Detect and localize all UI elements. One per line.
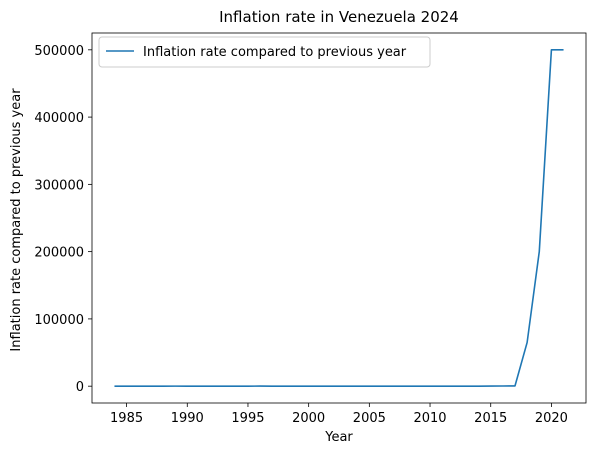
x-tick-label: 2020 (535, 411, 568, 426)
series-line (114, 49, 564, 387)
x-tick-label: 1990 (171, 411, 204, 426)
x-tick-label: 2015 (474, 411, 507, 426)
plot-area: 1985 1990 1995 2000 2005 2010 2015 2020 0 100000 2… (34, 32, 587, 426)
x-tick-label: 2010 (413, 411, 446, 426)
y-axis-label: Inflation rate compared to previous year (9, 88, 24, 352)
axes-frame (91, 32, 587, 404)
legend-label: Inflation rate compared to previous year (143, 45, 407, 60)
x-tick-label: 1995 (231, 411, 264, 426)
y-tick-label: 100000 (34, 313, 84, 328)
x-axis-label: Year (324, 430, 353, 445)
y-tick-label: 0 (76, 380, 84, 395)
chart-title: Inflation rate in Venezuela 2024 (219, 8, 459, 26)
y-tick-label: 400000 (34, 111, 84, 126)
x-tick-label: 2000 (292, 411, 325, 426)
y-tick-label: 500000 (34, 44, 84, 59)
legend-frame (98, 36, 431, 68)
y-tick-label: 300000 (34, 178, 84, 193)
y-tick-label: 200000 (34, 246, 84, 261)
x-tick-label: 2005 (353, 411, 386, 426)
legend: Inflation rate compared to previous year (98, 36, 431, 68)
x-tick-label: 1985 (110, 411, 143, 426)
